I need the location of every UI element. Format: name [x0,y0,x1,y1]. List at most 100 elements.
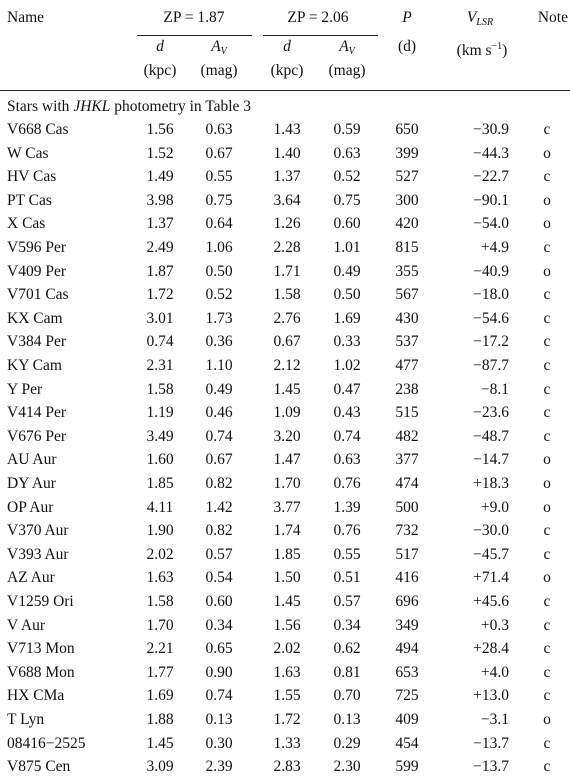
cell: 0.75 [205,191,233,209]
star-name: KX Cam [7,309,63,327]
subscript: V [220,46,227,57]
star-name: OP Aur [7,498,54,516]
cell: 2.28 [273,239,301,256]
cell: −13.7 [473,758,509,776]
cell: 0.59 [333,121,361,138]
cell: c [543,593,551,610]
star-name: V384 Per [7,333,66,351]
cell: 0.34 [205,616,233,634]
cell: 0.65 [205,640,233,658]
col-unit: (kpc) [143,62,177,79]
col-unit: (mag) [328,62,366,79]
cell: 4.11 [146,498,174,516]
cell: −3.1 [480,711,509,728]
cell: 1.63 [273,663,301,681]
cell: 0.46 [205,404,233,422]
cell: o [543,262,551,280]
cell: c [543,734,551,752]
cell: 527 [395,168,419,186]
cell: 1.19 [146,404,174,422]
text: JHKL [73,98,111,115]
cell: +0.3 [480,616,509,634]
cell: 0.67 [205,144,233,162]
star-name: V409 Per [7,262,66,280]
cell: 1.73 [205,309,233,327]
cell: 0.70 [333,687,361,705]
cell: c [543,640,551,658]
col-header: AV [211,37,227,62]
cell: 1.45 [146,734,174,752]
cell: 3.77 [273,498,301,516]
cell: 1.70 [273,475,301,492]
cell: 399 [395,144,419,162]
cell: 537 [395,333,419,351]
star-name: V676 Per [7,427,66,445]
cell: 1.58 [146,593,174,610]
cell: 1.52 [146,144,174,162]
cell: 1.26 [273,215,301,233]
star-name: V1259 Ori [7,593,74,610]
cell: −30.0 [473,522,509,540]
cell: 0.81 [333,663,361,681]
cell: 599 [395,758,419,776]
cell: 3.98 [146,191,174,209]
cell: 454 [395,734,419,752]
cell: 1.40 [273,144,301,162]
text: photometry in Table 3 [110,98,252,115]
star-name: V370 Aur [7,522,69,540]
unit: (km s [456,42,492,59]
rule [0,90,570,91]
cell: 650 [395,121,419,138]
cell: 1.47 [273,451,301,469]
cell: 2.30 [333,758,361,776]
cell: 0.75 [333,191,361,209]
cell: 3.49 [146,427,174,445]
cell: 1.72 [146,286,174,304]
cell: 2.12 [273,357,301,374]
cell: c [543,333,551,351]
cell: 517 [395,545,419,563]
cell: 0.49 [205,380,233,398]
subscript: LSR [476,17,494,28]
cell: 3.20 [273,427,301,445]
cell: 1.50 [273,569,301,587]
cell: o [543,475,551,492]
cell: c [543,168,551,186]
cell: −8.1 [480,380,509,398]
cell: 0.50 [333,286,361,304]
col-header: AV [339,37,355,62]
cell: 0.64 [205,215,233,233]
cell: 0.52 [205,286,233,304]
cell: −18.0 [473,286,509,304]
unit-sup: −1 [491,41,503,52]
cell: 1.09 [273,404,301,422]
cell: 1.71 [273,262,301,280]
cell: 1.33 [273,734,301,752]
cell: 238 [395,380,419,398]
cell: 409 [395,711,419,728]
star-name: 08416−2525 [7,734,86,752]
cell: −14.7 [473,451,509,469]
cell: o [543,711,551,728]
cell: 0.34 [333,616,361,634]
cell: 0.30 [205,734,233,752]
col-header: VLSR [467,8,493,33]
cell: 0.29 [333,734,361,752]
cell: 430 [395,309,419,327]
cell: 416 [395,569,419,587]
star-name: Y Per [7,380,43,398]
star-name: HV Cas [7,168,57,186]
cell: 377 [395,451,419,469]
cell: 0.60 [333,215,361,233]
cell: +45.6 [473,593,509,610]
text: Stars with [7,98,74,115]
cell: 355 [395,262,419,280]
cell: 500 [395,498,419,516]
symbol: A [211,38,221,55]
cell: 815 [395,239,419,256]
cell: 567 [395,286,419,304]
cell: +28.4 [473,640,509,658]
cell: 1.77 [146,663,174,681]
cell: −44.3 [473,144,509,162]
